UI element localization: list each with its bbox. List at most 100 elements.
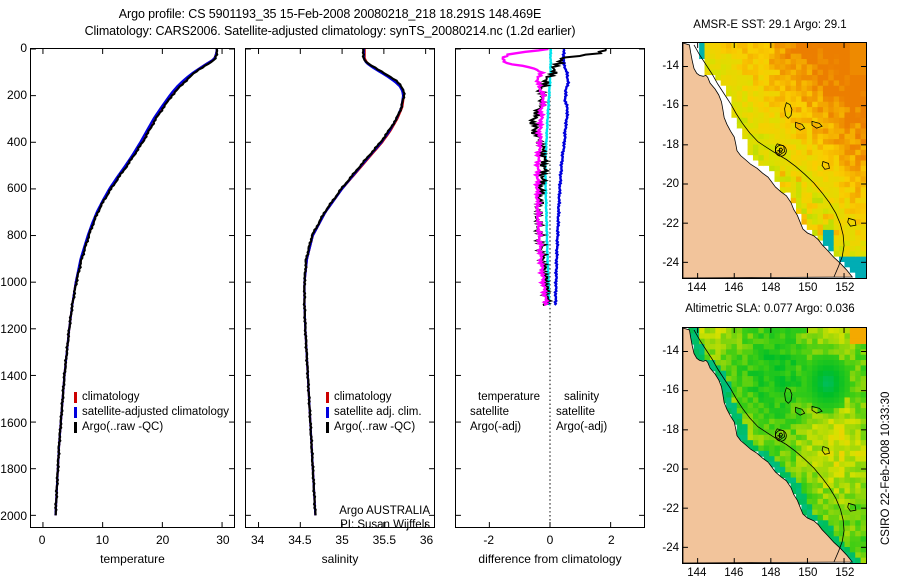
map-grid-cell [844, 536, 851, 543]
map-grid-cell [822, 96, 829, 103]
salinity-xticklabels: 34 34.5 35 35.5 36 [245, 532, 435, 548]
map-grid-cell [720, 64, 727, 71]
map-grid-cell [828, 171, 835, 178]
map-grid-cell [860, 240, 866, 247]
map-grid-cell [779, 144, 786, 151]
map-grid-cell [844, 381, 851, 388]
map-grid-cell [704, 53, 711, 60]
map-grid-cell [855, 360, 862, 366]
map-grid-cell [801, 440, 808, 447]
map-grid-cell [833, 128, 840, 135]
map-grid-cell [844, 59, 851, 65]
map-grid-cell [828, 466, 835, 473]
map-grid-cell [726, 338, 733, 345]
map-grid-cell [806, 509, 813, 516]
map-grid-cell [779, 53, 786, 60]
map-grid-cell [790, 461, 797, 468]
map-grid-cell [796, 112, 802, 119]
map-grid-cell [833, 530, 840, 537]
map-grid-cell [796, 208, 802, 215]
legend-label: satellite adj. clim. [334, 406, 422, 418]
map-grid-cell [752, 43, 759, 49]
map-grid-cell [693, 43, 700, 49]
map-grid-cell [817, 144, 824, 151]
map-grid-cell [860, 498, 866, 505]
map-grid-cell [855, 552, 862, 559]
map-grid-cell [822, 219, 829, 226]
x-tick-label: 34.5 [288, 533, 312, 547]
map-grid-cell [726, 402, 733, 409]
map-grid-cell [790, 53, 797, 60]
map-grid-cell [736, 91, 743, 98]
map-grid-cell [822, 488, 829, 495]
map-grid-cell [752, 133, 759, 140]
map-grid-cell [812, 408, 819, 415]
map-grid-cell [763, 328, 770, 334]
map-grid-cell [822, 197, 829, 204]
map-grid-cell [839, 128, 846, 135]
map-grid-cell [742, 424, 749, 431]
map-grid-cell [736, 328, 743, 334]
map-grid-cell [790, 187, 797, 194]
map-grid-cell [844, 477, 851, 484]
map-grid-cell [822, 509, 829, 516]
map-grid-cell [693, 333, 700, 340]
legend-row: Argo(..raw -QC) [74, 420, 229, 435]
map-grid-cell [704, 59, 711, 65]
depth-tick-label: 200 [6, 87, 27, 102]
map-grid-cell [849, 69, 856, 76]
map-grid-cell [758, 96, 765, 103]
map-grid-cell [769, 434, 776, 441]
map-grid-cell [763, 354, 770, 361]
map-grid-cell [763, 117, 770, 124]
map-grid-cell [774, 171, 781, 178]
map-grid-cell [801, 192, 808, 199]
map-grid-cell [785, 112, 792, 119]
map-grid-cell [849, 525, 856, 532]
sst-map[interactable]: + [682, 42, 867, 279]
map-grid-cell [860, 418, 866, 425]
map-grid-cell [731, 349, 738, 356]
map-grid-cell [731, 413, 738, 420]
sla-map[interactable]: + [682, 327, 867, 564]
map-grid-cell [849, 440, 856, 447]
map-grid-cell [849, 520, 856, 527]
map-grid-cell [817, 413, 824, 420]
map-grid-cell [801, 354, 808, 361]
map-grid-cell [849, 245, 856, 252]
map-grid-cell [736, 144, 743, 151]
map-grid-cell [817, 482, 824, 489]
map-grid-cell [709, 344, 716, 350]
map-grid-cell [693, 53, 700, 60]
map-grid-cell [844, 91, 851, 98]
map-grid-cell [726, 386, 733, 393]
difference-legend-temperature-items: satellite Argo(-adj) [470, 405, 540, 435]
map-grid-cell [758, 128, 765, 135]
map-grid-cell [817, 224, 824, 231]
map-grid-cell [817, 328, 824, 334]
map-grid-cell [779, 333, 786, 340]
map-grid-cell [709, 328, 716, 334]
map-grid-cell [844, 69, 851, 76]
map-grid-cell [758, 413, 765, 420]
map-grid-cell [774, 53, 781, 60]
map-grid-cell [769, 450, 776, 457]
map-grid-cell [774, 445, 781, 452]
map-grid-cell [812, 456, 819, 463]
map-grid-cell [855, 261, 862, 268]
map-grid-cell [742, 381, 749, 388]
map-grid-cell [790, 171, 797, 178]
map-grid-cell [763, 381, 770, 388]
map-grid-cell [790, 376, 797, 383]
map-grid-cell [812, 418, 819, 425]
map-grid-cell [742, 101, 749, 108]
map-grid-cell [796, 192, 802, 199]
title-line-2: Climatology: CARS2006. Satellite-adjuste… [84, 24, 576, 38]
map-grid-cell [779, 344, 786, 350]
map-grid-cell [806, 160, 813, 167]
map-grid-cell [715, 43, 722, 49]
map-grid-cell [860, 397, 866, 404]
map-latitude-label: -24 [662, 542, 679, 555]
map-grid-cell [736, 338, 743, 345]
map-grid-cell [769, 413, 776, 420]
